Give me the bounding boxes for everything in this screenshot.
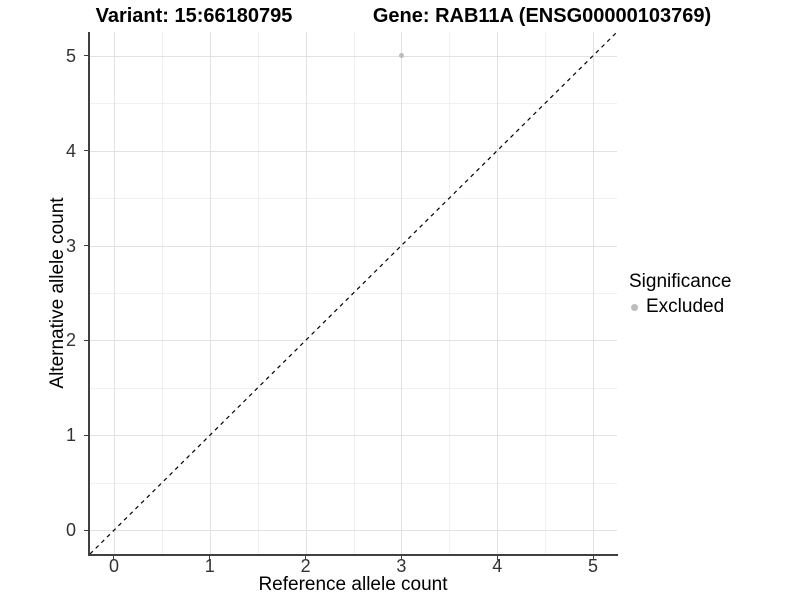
x-tick-label: 3 bbox=[396, 556, 407, 576]
x-axis-line bbox=[88, 554, 618, 556]
y-axis-line bbox=[88, 32, 90, 556]
y-tick-label: 5 bbox=[65, 45, 76, 66]
y-tick-label: 2 bbox=[65, 330, 76, 351]
gridline-horizontal-major bbox=[90, 150, 617, 152]
x-tick-label: 5 bbox=[588, 556, 599, 576]
gridline-vertical-major bbox=[209, 32, 211, 554]
data-point bbox=[398, 53, 404, 59]
y-tick-label: 1 bbox=[65, 425, 76, 446]
legend-title: Significance bbox=[629, 271, 732, 292]
variant-title: Variant: 15:66180795 bbox=[95, 5, 293, 27]
gridline-horizontal-major bbox=[90, 340, 617, 342]
gridline-vertical-major bbox=[305, 32, 307, 554]
gridline-horizontal-major bbox=[90, 55, 617, 57]
legend: Significance Excluded bbox=[629, 271, 731, 318]
y-axis-tick bbox=[84, 150, 88, 152]
gridline-horizontal-major bbox=[90, 435, 617, 437]
legend-entry-excluded: Excluded bbox=[629, 296, 731, 318]
x-tick-label: 0 bbox=[108, 556, 119, 576]
x-tick-label: 4 bbox=[492, 556, 503, 576]
gridline-vertical-major bbox=[497, 32, 499, 554]
gridline-vertical-major bbox=[113, 32, 115, 554]
gridline-horizontal-minor bbox=[90, 103, 617, 105]
gene-title: Gene: RAB11A (ENSG00000103769) bbox=[372, 5, 712, 27]
gridline-vertical-major bbox=[401, 32, 403, 554]
identity-dashed-line bbox=[90, 32, 617, 554]
x-tick-label: 2 bbox=[300, 556, 311, 576]
x-axis-title: Reference allele count bbox=[258, 574, 448, 595]
y-tick-label: 0 bbox=[65, 520, 76, 541]
gridline-vertical-major bbox=[593, 32, 595, 554]
y-axis-tick bbox=[84, 55, 88, 57]
x-axis-tick bbox=[113, 556, 115, 560]
gridline-horizontal-major bbox=[90, 245, 617, 247]
y-tick-label: 3 bbox=[65, 235, 76, 256]
x-axis-tick bbox=[400, 556, 402, 560]
x-axis-tick bbox=[592, 556, 594, 560]
plot-panel bbox=[90, 32, 617, 554]
gridline-horizontal-minor bbox=[90, 387, 617, 389]
gridline-horizontal-minor bbox=[90, 198, 617, 200]
gridline-horizontal-minor bbox=[90, 482, 617, 484]
x-tick-label: 1 bbox=[204, 556, 215, 576]
y-tick-label: 4 bbox=[65, 140, 76, 161]
y-axis-tick bbox=[84, 529, 88, 531]
legend-entry-label: Excluded bbox=[646, 296, 725, 317]
y-axis-tick bbox=[84, 339, 88, 341]
x-axis-tick bbox=[305, 556, 307, 560]
y-axis-title: Alternative allele count bbox=[47, 197, 68, 389]
legend-marker-excluded-icon bbox=[631, 303, 638, 311]
y-axis-tick bbox=[84, 434, 88, 436]
x-axis-tick bbox=[496, 556, 498, 560]
x-axis-tick bbox=[209, 556, 211, 560]
gridline-horizontal-major bbox=[90, 530, 617, 532]
y-axis-tick bbox=[84, 245, 88, 247]
